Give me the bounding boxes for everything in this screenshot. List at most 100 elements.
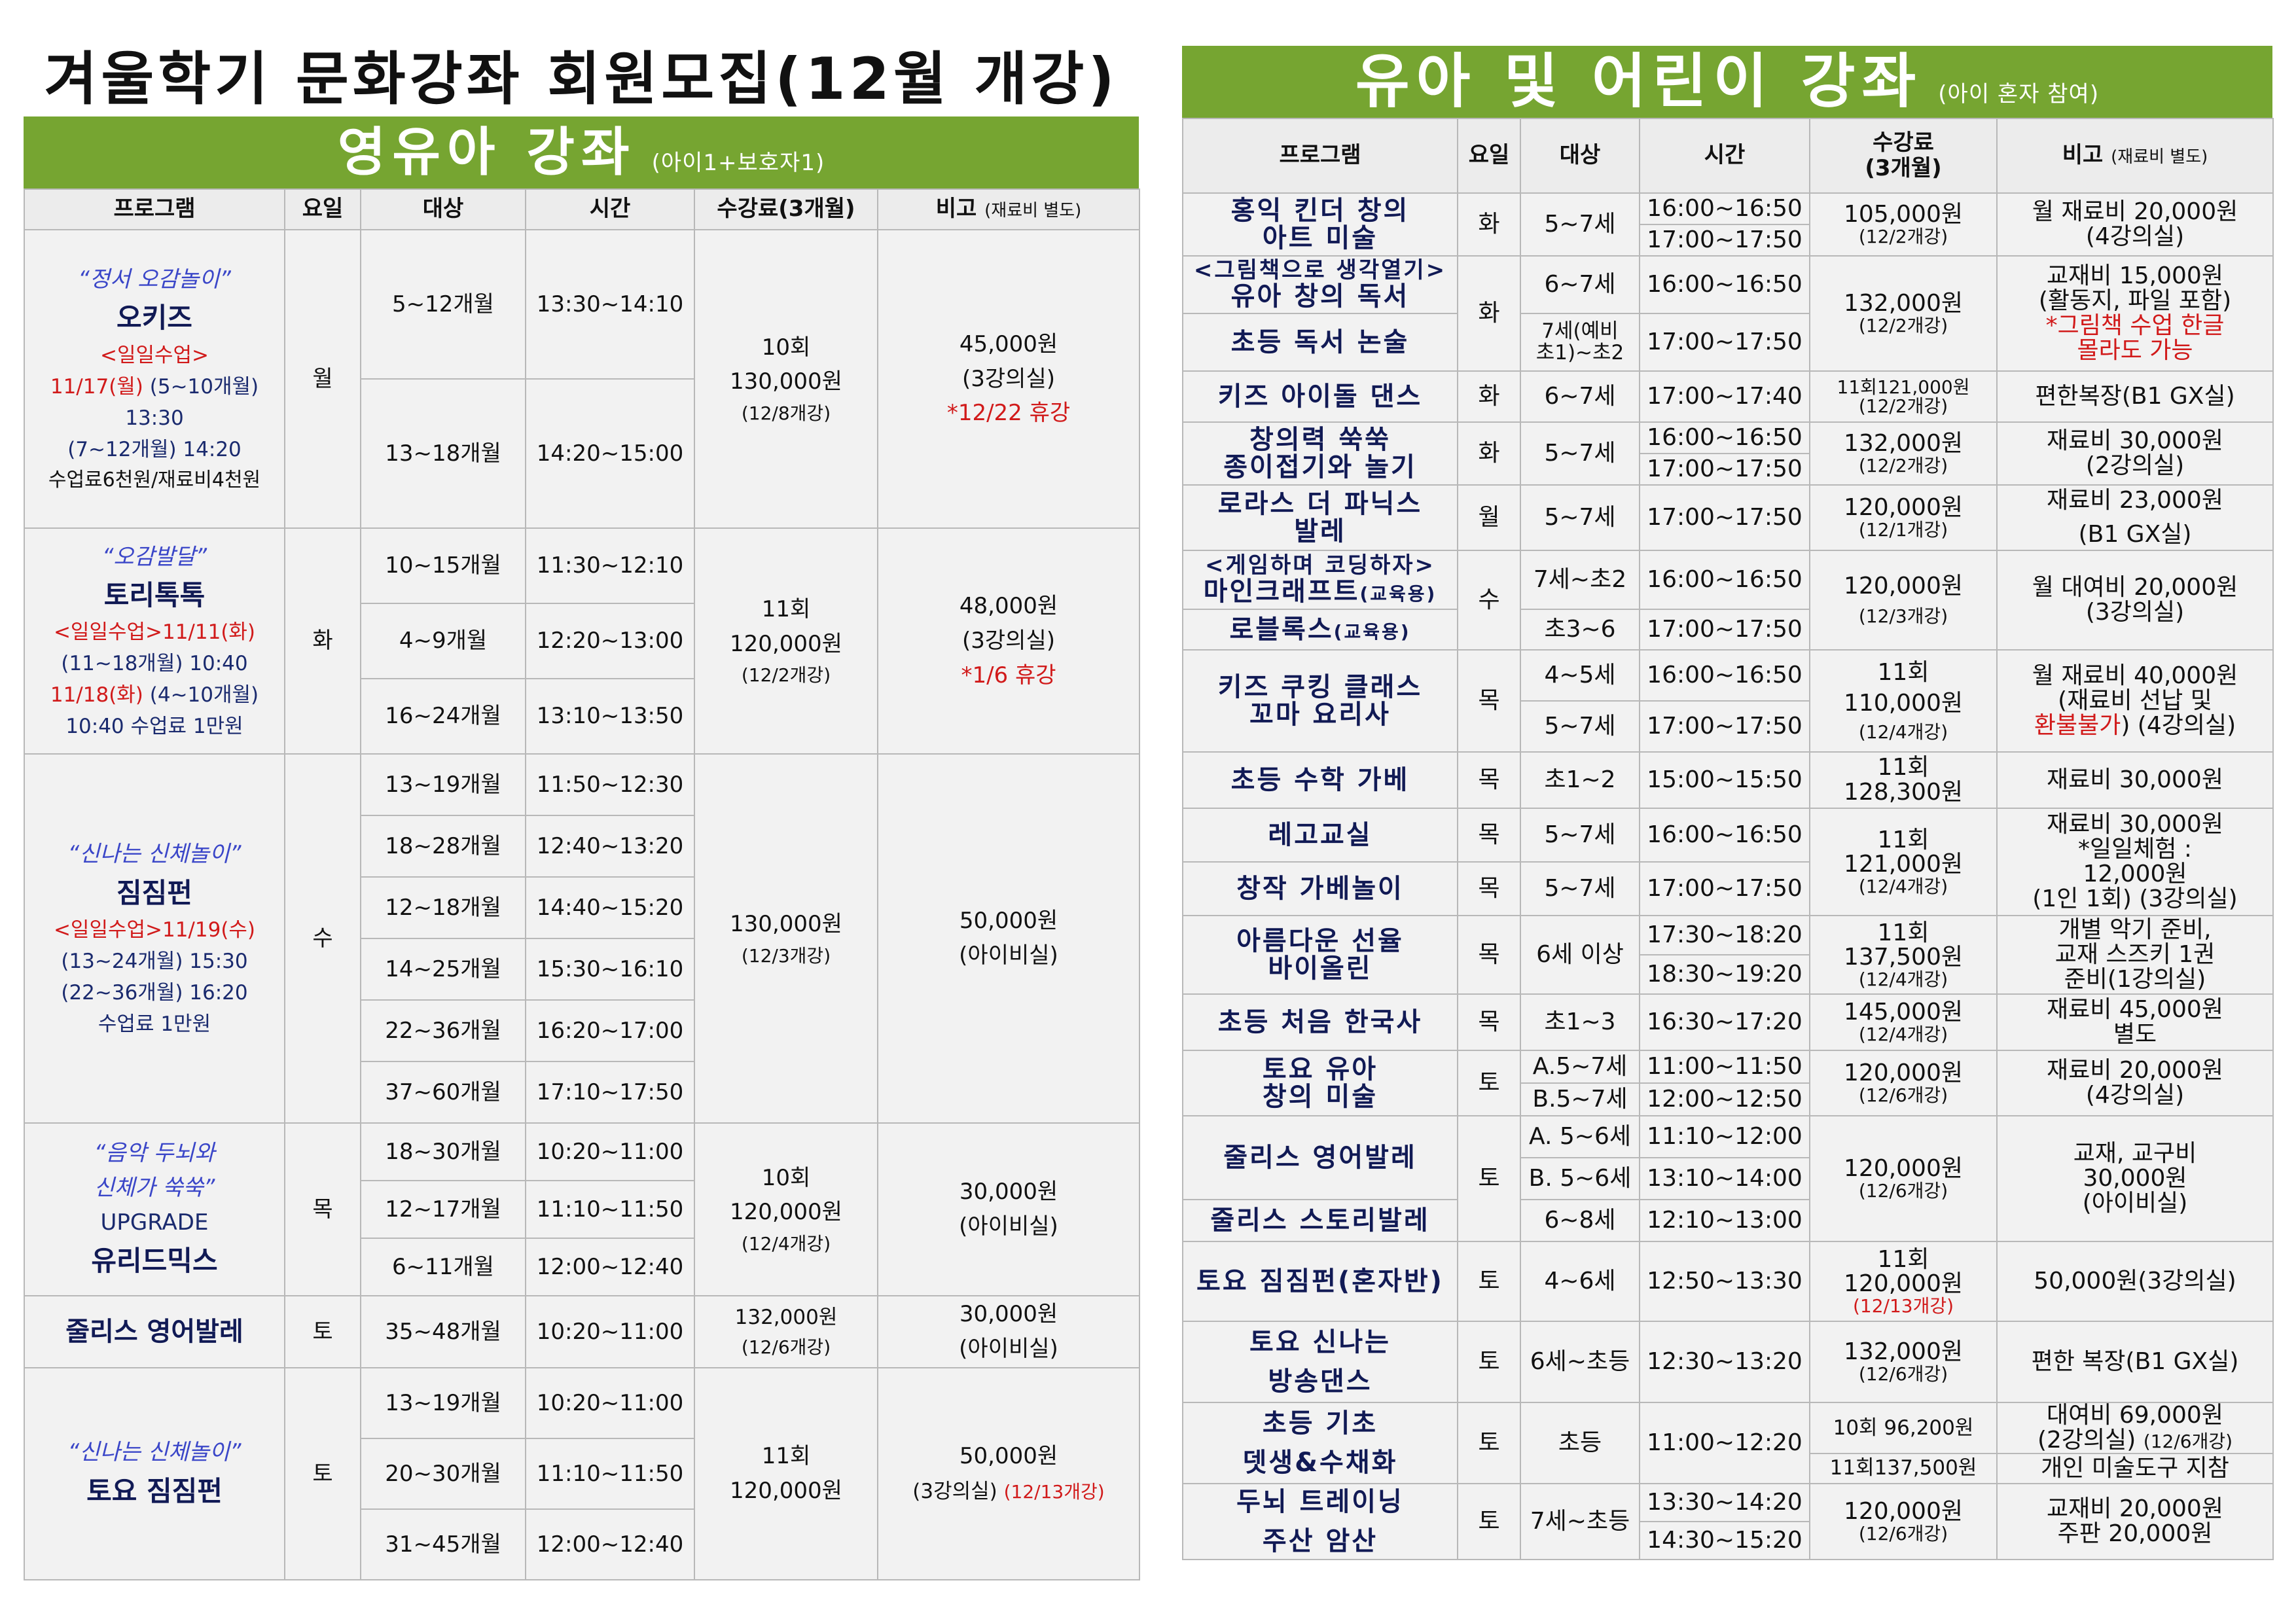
- table-row: 16~24개월 13:10~13:50: [24, 678, 1139, 755]
- target-cell: 37~60개월: [360, 1061, 526, 1124]
- table-row: “음악 두뇌와 신체가 쑥쑥” UPGRADE 유리드믹스 목 18~30개월 …: [24, 1122, 1140, 1296]
- table-row: 로블록스(교육용) 초3~6 17:00~17:50: [1182, 609, 2273, 651]
- fee-cell: 11회 128,300원: [1809, 751, 1998, 809]
- day-cell: 토: [1457, 1241, 1521, 1322]
- header-program: 프로그램: [1182, 118, 1458, 194]
- header-fee: 수강료(3개월): [694, 188, 878, 230]
- header-day: 요일: [284, 188, 361, 230]
- time-cell: 12:10~13:00: [1639, 1199, 1810, 1242]
- time-cell: 16:20~17:00: [525, 999, 695, 1062]
- time-cell: 17:00~17:50: [1639, 609, 1810, 651]
- table-header-row: 프로그램 요일 대상 시간 수강료(3개월) 비고 (재료비 별도): [1182, 118, 2274, 194]
- time-cell: 12:30~13:20: [1639, 1321, 1810, 1403]
- day-cell: 토: [1457, 1482, 1521, 1560]
- table-row: 로라스 더 파닉스 발레 월 5~7세 17:00~17:50 120,000원(…: [1182, 484, 2274, 551]
- target-cell: 31~45개월: [360, 1508, 526, 1580]
- time-cell: 13:10~14:00: [1639, 1157, 1810, 1200]
- day-cell: 토: [1457, 1115, 1521, 1242]
- time-cell: 15:00~15:50: [1639, 751, 1810, 809]
- target-cell: 7세(예비 초1)~초2: [1520, 313, 1640, 372]
- day-cell: 목: [1457, 649, 1521, 753]
- program-cell: “정서 오감놀이” 오키즈 <일일수업> 11/17(월) (5~10개월) 1…: [24, 229, 285, 529]
- table-row: 12~18개월 14:40~15:20: [24, 876, 1139, 939]
- target-cell: 초1~3: [1520, 993, 1640, 1051]
- note-cell: 교재비 20,000원 주판 20,000원: [1996, 1482, 2274, 1560]
- time-cell: 17:10~17:50: [525, 1061, 695, 1124]
- note-cell: 45,000원 (3강의실) *12/22 휴강: [877, 229, 1140, 529]
- fee-cell: 132,000원 (12/6개강): [694, 1295, 878, 1368]
- target-cell: 4~6세: [1520, 1241, 1640, 1322]
- day-cell: 수: [284, 753, 361, 1124]
- children-table: 프로그램 요일 대상 시간 수강료 (3개월) 비고 (재료비 별도) 홍익 킨더…: [1182, 118, 2274, 1560]
- time-cell: 16:00~16:50: [1639, 255, 1810, 314]
- program-cell: <그림책으로 생각열기> 유아 창의 독서: [1182, 255, 1458, 314]
- program-cell: 로블록스(교육용): [1182, 609, 1458, 651]
- program-cell: “오감발달” 토리톡톡 <일일수업>11/11(화) (11~18개월) 10:…: [24, 527, 285, 755]
- time-cell: 16:00~16:50: [1639, 649, 1810, 702]
- fee-cell: 11회 120,000원: [694, 1367, 878, 1580]
- table-row: B. 5~6세 13:10~14:00: [1183, 1157, 2273, 1200]
- program-cell: 토요 유아 창의 미술: [1182, 1050, 1458, 1116]
- target-cell: 22~36개월: [360, 999, 526, 1062]
- fee-cell: 10회 120,000원 (12/4개강): [694, 1122, 878, 1296]
- note-cell: 재료비 45,000원 별도: [1996, 993, 2274, 1051]
- time-cell: 11:10~11:50: [525, 1438, 695, 1510]
- target-cell: 초1~2: [1520, 751, 1640, 809]
- table-row: 아름다운 선율 바이올린 목 6세 이상 17:30~18:20 11회 137,5…: [1182, 915, 2274, 995]
- table-row: 14:30~15:20: [1183, 1520, 2273, 1560]
- time-cell: 13:30~14:10: [525, 229, 695, 380]
- program-cell: 레고교실: [1182, 808, 1458, 863]
- time-cell: 17:00~17:50: [1639, 700, 1810, 753]
- time-cell: 12:40~13:20: [525, 815, 695, 878]
- fee-cell: 11회 137,500원 (12/4개강): [1809, 915, 1998, 995]
- table-row: 18~28개월 12:40~13:20: [24, 815, 1139, 878]
- fee-cell: 120,000원 (12/3개강): [1809, 550, 1998, 651]
- time-cell: 11:00~11:50: [1639, 1050, 1810, 1084]
- table-row: 줄리스 영어발레 토 A. 5~6세 11:10~12:00 120,000원(…: [1182, 1115, 2274, 1242]
- fee-cell: 105,000원 (12/2개강): [1809, 192, 1998, 257]
- time-cell: 10:20~11:00: [525, 1122, 695, 1181]
- header-target: 대상: [1520, 118, 1640, 194]
- table-row: 토요 짐짐펀(혼자반) 토 4~6세 12:50~13:30 11회 120,00…: [1182, 1241, 2274, 1322]
- table-row: 토요 신나는 방송댄스 토 6세~초등 12:30~13:20 132,000원(…: [1182, 1321, 2274, 1403]
- time-cell: 16:00~16:50: [1639, 550, 1810, 610]
- day-cell: 토: [284, 1295, 361, 1368]
- program-cell: 토요 신나는 방송댄스: [1182, 1321, 1458, 1403]
- header-time: 시간: [525, 188, 695, 230]
- fee-cell: 132,000원 (12/6개강): [1809, 1321, 1998, 1403]
- note-cell: 50,000원(3강의실): [1996, 1241, 2274, 1322]
- page-title: 겨울학기 문화강좌 회원모집(12월 개강): [44, 45, 1119, 113]
- header-time: 시간: [1639, 118, 1810, 194]
- target-cell: 7세~초2: [1520, 550, 1640, 610]
- program-cell: 창작 가베놀이: [1182, 861, 1458, 916]
- day-cell: 화: [284, 527, 361, 755]
- time-cell: 12:50~13:30: [1639, 1241, 1810, 1322]
- fee-cell: 10회 96,200원: [1809, 1402, 1998, 1454]
- table-row: 창작 가베놀이 목 5~7세 17:00~17:50: [1182, 861, 2273, 916]
- target-cell: 6~11개월: [360, 1238, 526, 1296]
- infant-banner-title: 영유아 강좌: [337, 122, 636, 183]
- time-cell: 17:00~17:40: [1639, 370, 1810, 423]
- target-cell: 5~7세: [1520, 700, 1640, 753]
- target-cell: 13~19개월: [360, 753, 526, 816]
- target-cell: 5~7세: [1520, 421, 1640, 486]
- day-cell: 화: [1457, 421, 1521, 486]
- program-cell: 초등 수학 가베: [1182, 751, 1458, 809]
- fee-cell: 11회 120,000원 (12/2개강): [694, 527, 878, 755]
- program-cell: 줄리스 영어발레: [1182, 1115, 1458, 1200]
- table-row: <게임하며 코딩하자> 마인크래프트(교육용) 수 7세~초2 16:00~16:…: [1182, 550, 2274, 651]
- program-cell: 키즈 쿠킹 클래스 꼬마 요리사: [1182, 649, 1458, 753]
- program-cell: 키즈 아이돌 댄스: [1182, 370, 1458, 423]
- day-cell: 목: [1457, 861, 1521, 916]
- note-cell: 재료비 30,000원 (2강의실): [1996, 421, 2274, 486]
- program-cell: “음악 두뇌와 신체가 쑥쑥” UPGRADE 유리드믹스: [24, 1122, 285, 1296]
- table-row: “오감발달” 토리톡톡 <일일수업>11/11(화) (11~18개월) 10:…: [24, 527, 1140, 755]
- program-cell: 아름다운 선율 바이올린: [1182, 915, 1458, 995]
- time-cell: 12:20~13:00: [525, 603, 695, 679]
- target-cell: 6~8세: [1520, 1199, 1640, 1242]
- time-cell: 16:00~16:50: [1639, 421, 1810, 454]
- time-cell: 10:20~11:00: [525, 1295, 695, 1368]
- target-cell: 초3~6: [1520, 609, 1640, 651]
- target-cell: 16~24개월: [360, 678, 526, 755]
- table-row: 키즈 아이돌 댄스 화 6~7세 17:00~17:40 11회121,000원…: [1182, 370, 2274, 423]
